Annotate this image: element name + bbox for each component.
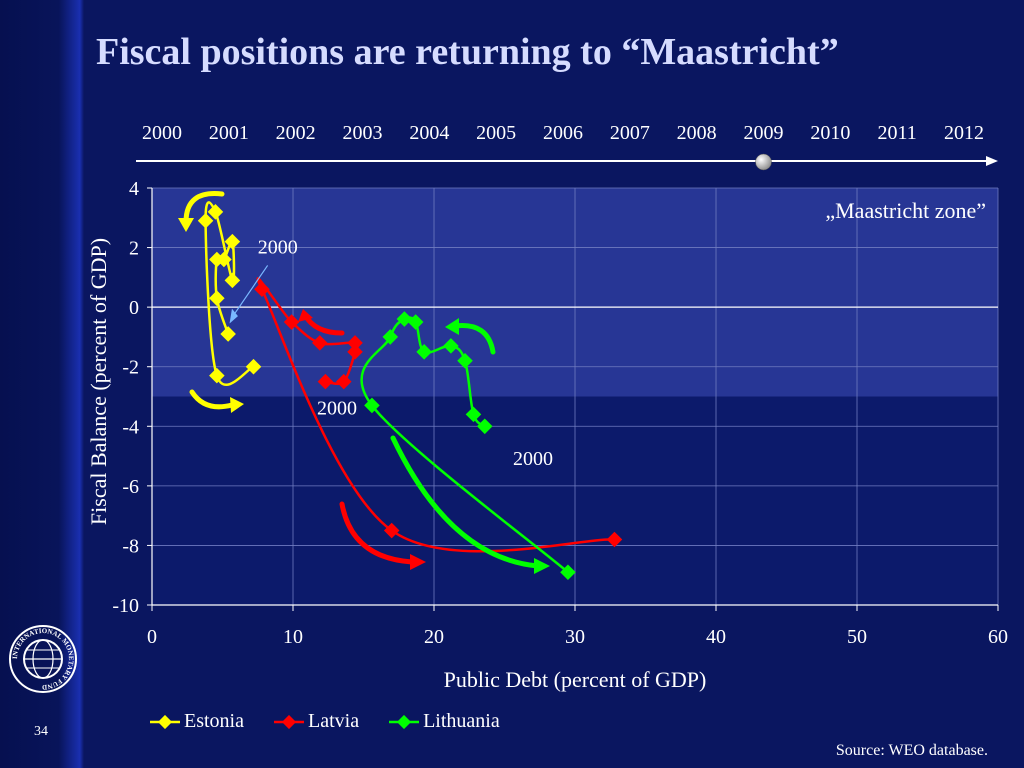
latvia-long-direction-arrow [339,501,415,565]
lithuania-long-direction-arrow [390,435,541,569]
estonia-data-point [207,204,224,220]
legend-item-lithuania: Lithuania [389,710,500,733]
timeline-year-label: 2011 [878,122,917,144]
timeline-year-label: 2010 [810,122,850,144]
x-tick-label: 40 [706,626,726,648]
timeline-year-label: 2008 [677,122,717,144]
timeline-year-label: 2009 [744,122,784,144]
timeline-year-label: 2000 [142,122,182,144]
timeline-arrowhead [986,156,998,166]
x-tick-label: 0 [147,626,157,648]
y-tick-label: 4 [129,178,139,200]
estonia-start-pointer-head [229,308,238,324]
imf-logo: INTERNATIONAL MONETARY FUND [8,624,78,694]
estonia-data-point [216,251,232,268]
legend-key-latvia [274,714,304,729]
estonia-direction-arrow-bottom-head [230,397,244,413]
y-tick-label: -4 [122,416,139,438]
source-note: Source: WEO database. [835,742,988,759]
estonia-data-point [209,367,225,384]
y-axis-title: Fiscal Balance (percent of GDP) [86,238,111,525]
estonia-data-point [220,326,236,342]
timeline-year-label: 2003 [343,122,383,144]
lithuania-direction-arrow [452,323,496,355]
annotation-latvia-start-year: 2000 [317,397,357,419]
estonia-data-point [209,290,225,306]
latvia-data-point [606,531,623,548]
maastricht-zone-label: „Maastricht zone” [825,198,986,223]
estonia-direction-arrow-top-head [178,218,194,232]
lithuania-data-point [560,564,576,581]
estonia-direction-arrow-top [183,191,225,225]
timeline-year-label: 2012 [944,122,984,144]
timeline-year-label: 2007 [610,122,650,144]
legend-key-lithuania [389,714,420,729]
annotation-estonia-start-year: 2000 [258,237,298,259]
x-axis-title: Public Debt (percent of GDP) [444,667,707,692]
page-number: 34 [34,724,48,739]
slide-title: Fiscal positions are returning to “Maast… [96,31,839,73]
legend-item-latvia: Latvia [274,710,359,733]
latvia-direction-arrow-head [298,309,313,322]
annotation-lithuania-start-year: 2000 [513,448,553,470]
timeline-year-label: 2002 [276,122,316,144]
y-tick-label: 2 [129,238,139,260]
legend-key-estonia [150,714,180,729]
timeline-year-label: 2004 [409,122,449,144]
x-tick-label: 10 [283,626,303,648]
y-tick-label: -10 [112,595,139,617]
x-tick-label: 30 [565,626,585,648]
y-tick-label: -8 [122,535,139,557]
lithuania-long-direction-arrow-head [534,558,550,574]
y-tick-label: -6 [122,476,139,498]
legend-label: Lithuania [423,710,500,732]
x-tick-label: 60 [988,626,1008,648]
latvia-long-direction-arrow-head [410,554,426,570]
x-tick-label: 20 [424,626,444,648]
estonia-data-point [197,212,214,229]
timeline-year-label: 2001 [209,122,249,144]
estonia-direction-arrow-bottom [189,389,235,410]
estonia-data-point [245,358,262,375]
timeline-year-label: 2006 [543,122,583,144]
timeline-marker [755,153,772,171]
y-tick-label: -2 [122,357,139,379]
legend-label: Estonia [184,710,244,732]
x-tick-label: 50 [847,626,867,648]
lithuania-direction-arrow-head [445,318,459,335]
chart-legend: Estonia Latvia Lithuania [150,710,500,733]
estonia-data-point [224,272,241,289]
y-tick-label: 0 [129,297,139,319]
estonia-start-pointer [230,265,269,320]
legend-label: Latvia [308,710,360,732]
estonia-data-point [224,233,241,250]
legend-item-estonia: Estonia [150,710,244,733]
timeline-year-label: 2005 [476,122,516,144]
